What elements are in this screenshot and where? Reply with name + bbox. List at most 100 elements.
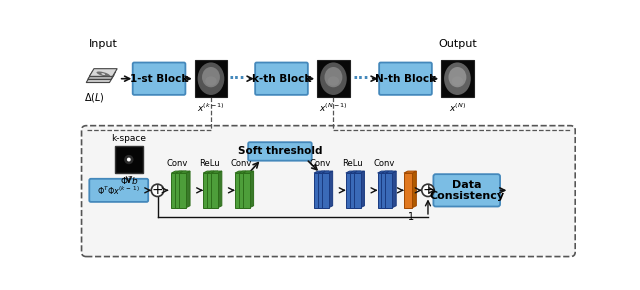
Ellipse shape xyxy=(452,76,463,86)
FancyBboxPatch shape xyxy=(132,63,186,95)
Bar xyxy=(381,173,388,208)
Polygon shape xyxy=(378,171,388,173)
Text: Output: Output xyxy=(438,39,477,49)
Circle shape xyxy=(124,155,134,164)
Bar xyxy=(207,173,214,208)
Bar xyxy=(175,173,182,208)
Text: ···: ··· xyxy=(352,71,369,86)
Ellipse shape xyxy=(320,62,347,95)
Polygon shape xyxy=(346,171,356,173)
Bar xyxy=(115,146,143,173)
Bar xyxy=(314,173,321,208)
Polygon shape xyxy=(207,171,218,173)
Polygon shape xyxy=(353,171,356,208)
Polygon shape xyxy=(381,171,392,173)
Polygon shape xyxy=(86,75,114,83)
Text: N-th Block: N-th Block xyxy=(375,74,436,84)
Bar xyxy=(243,173,250,208)
Polygon shape xyxy=(353,171,364,173)
Polygon shape xyxy=(242,171,246,208)
Text: $\Phi^T b$: $\Phi^T b$ xyxy=(120,175,138,187)
FancyBboxPatch shape xyxy=(379,63,432,95)
FancyBboxPatch shape xyxy=(81,126,575,257)
Polygon shape xyxy=(246,171,250,208)
Text: $x^{(N)}$: $x^{(N)}$ xyxy=(449,102,466,114)
Bar xyxy=(179,173,186,208)
Text: 1: 1 xyxy=(408,212,413,222)
Circle shape xyxy=(151,184,164,197)
Bar xyxy=(317,60,349,97)
Polygon shape xyxy=(172,171,182,173)
Polygon shape xyxy=(175,171,186,173)
Polygon shape xyxy=(186,171,190,208)
Polygon shape xyxy=(90,69,117,76)
Bar xyxy=(322,173,329,208)
Polygon shape xyxy=(322,171,333,173)
Bar xyxy=(349,173,356,208)
Polygon shape xyxy=(88,72,116,79)
Circle shape xyxy=(422,184,434,197)
Polygon shape xyxy=(182,171,186,208)
Polygon shape xyxy=(388,171,392,208)
Text: ReLu: ReLu xyxy=(342,159,362,168)
Polygon shape xyxy=(218,171,222,208)
Bar xyxy=(353,173,360,208)
Polygon shape xyxy=(385,171,396,173)
Text: $x^{(k-1)}$: $x^{(k-1)}$ xyxy=(197,102,225,114)
Ellipse shape xyxy=(324,67,342,87)
Polygon shape xyxy=(204,171,214,173)
Circle shape xyxy=(127,158,131,162)
Ellipse shape xyxy=(97,72,110,77)
Polygon shape xyxy=(210,171,214,208)
Polygon shape xyxy=(243,171,253,173)
Polygon shape xyxy=(385,171,388,208)
Text: $\Phi^T\Phi x^{(k\,-\,1)}$: $\Phi^T\Phi x^{(k\,-\,1)}$ xyxy=(97,184,140,197)
Text: Conv: Conv xyxy=(167,159,188,168)
Polygon shape xyxy=(214,171,218,208)
Polygon shape xyxy=(321,171,325,208)
Polygon shape xyxy=(250,171,253,208)
Ellipse shape xyxy=(101,73,105,75)
Bar xyxy=(235,173,242,208)
Text: k-th Block: k-th Block xyxy=(252,74,311,84)
Polygon shape xyxy=(404,171,417,173)
Bar xyxy=(204,173,210,208)
Polygon shape xyxy=(360,171,364,208)
Bar xyxy=(172,173,179,208)
Bar xyxy=(441,60,474,97)
Polygon shape xyxy=(235,171,246,173)
Bar xyxy=(385,173,392,208)
FancyBboxPatch shape xyxy=(433,174,500,206)
Text: Conv: Conv xyxy=(230,159,252,168)
Text: ···: ··· xyxy=(229,71,246,86)
Ellipse shape xyxy=(198,62,225,95)
Bar xyxy=(211,173,218,208)
Polygon shape xyxy=(179,171,182,208)
Polygon shape xyxy=(318,171,329,173)
Polygon shape xyxy=(329,171,333,208)
Text: Input: Input xyxy=(89,39,118,49)
Bar xyxy=(404,173,412,208)
FancyBboxPatch shape xyxy=(248,142,312,161)
Ellipse shape xyxy=(205,76,217,86)
Polygon shape xyxy=(349,171,360,173)
Polygon shape xyxy=(356,171,360,208)
Bar xyxy=(195,60,227,97)
Text: 1-st Block: 1-st Block xyxy=(130,74,188,84)
Text: +: + xyxy=(422,183,434,197)
Polygon shape xyxy=(392,171,396,208)
Polygon shape xyxy=(412,171,417,208)
FancyBboxPatch shape xyxy=(90,179,148,202)
Ellipse shape xyxy=(202,67,220,87)
Bar xyxy=(346,173,353,208)
Text: $x^{(N-1)}$: $x^{(N-1)}$ xyxy=(319,102,348,114)
Text: Soft threshold: Soft threshold xyxy=(237,146,322,157)
FancyBboxPatch shape xyxy=(255,63,308,95)
Text: $\Delta(L)$: $\Delta(L)$ xyxy=(84,91,104,104)
Bar xyxy=(318,173,325,208)
Bar xyxy=(239,173,246,208)
Text: Conv: Conv xyxy=(373,159,394,168)
Polygon shape xyxy=(325,171,329,208)
Ellipse shape xyxy=(449,67,467,87)
Polygon shape xyxy=(179,171,190,173)
